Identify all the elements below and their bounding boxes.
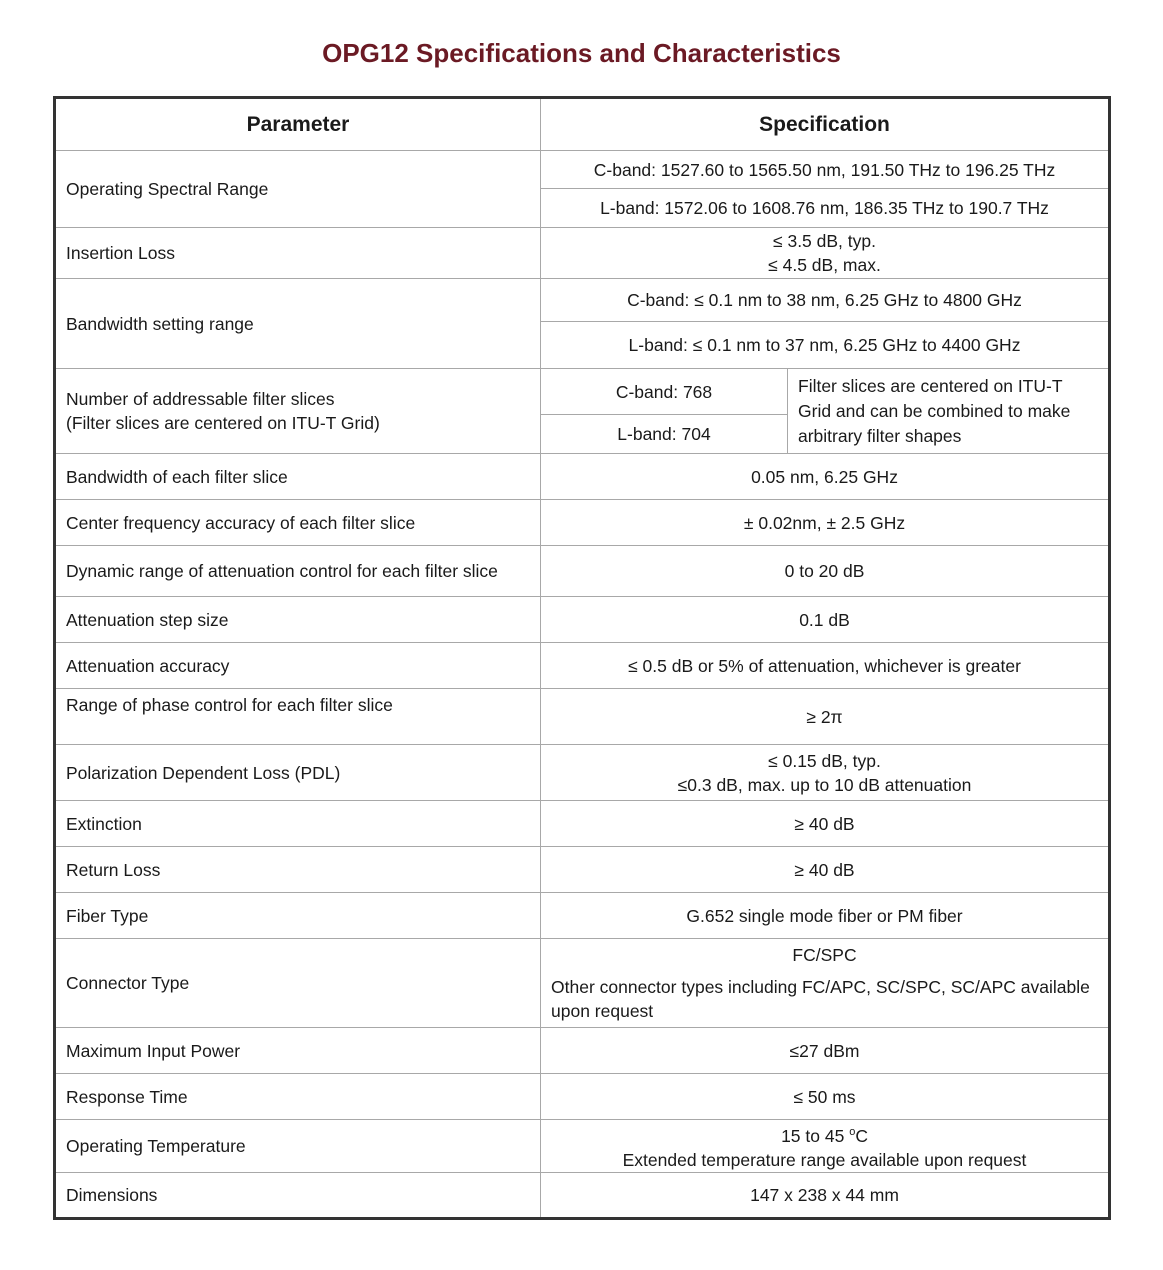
spec-cell: ≤ 0.15 dB, typ. ≤0.3 dB, max. up to 10 dB… bbox=[539, 744, 1111, 801]
table-row: Range of phase control for each filter s… bbox=[54, 688, 1111, 745]
param-cell: Operating Spectral Range bbox=[54, 150, 541, 228]
param-line: (Filter slices are centered on ITU-T Gri… bbox=[66, 413, 380, 433]
table-row: Operating Temperature 15 to 45 oC Extende… bbox=[54, 1119, 1111, 1173]
table-row: Operating Spectral Range C-band: 1527.60… bbox=[54, 150, 1111, 228]
degree-symbol: o bbox=[849, 1126, 856, 1138]
param-cell: Attenuation accuracy bbox=[54, 642, 541, 689]
spec-cell: L-band: 704 bbox=[540, 414, 788, 454]
spec-line: ≤ 0.15 dB, typ. bbox=[768, 750, 881, 771]
param-cell: Bandwidth setting range bbox=[54, 278, 541, 369]
param-cell: Extinction bbox=[54, 800, 541, 847]
table-row: Attenuation accuracy ≤ 0.5 dB or 5% of a… bbox=[54, 642, 1111, 689]
spec-cell: ≥ 2π bbox=[539, 688, 1111, 745]
header-row: Parameter Specification bbox=[54, 97, 1111, 151]
table-row: Dynamic range of attenuation control for… bbox=[54, 545, 1111, 597]
spec-cell: ≤27 dBm bbox=[539, 1027, 1111, 1074]
table-row: Number of addressable filter slices (Filt… bbox=[54, 368, 1111, 454]
param-cell: Response Time bbox=[54, 1073, 541, 1120]
param-line: Number of addressable filter slices bbox=[66, 389, 335, 409]
table-row: Polarization Dependent Loss (PDL) ≤ 0.15… bbox=[54, 744, 1111, 801]
table-row: Fiber Type G.652 single mode fiber or PM… bbox=[54, 892, 1111, 939]
spec-cell: C-band: ≤ 0.1 nm to 38 nm, 6.25 GHz to 4… bbox=[539, 278, 1111, 322]
spec-cell: ≤ 3.5 dB, typ. ≤ 4.5 dB, max. bbox=[539, 227, 1111, 279]
table-row: L-band: ≤ 0.1 nm to 37 nm, 6.25 GHz to 4… bbox=[55, 321, 1111, 369]
param-cell: Fiber Type bbox=[54, 892, 541, 939]
spec-cell: ≥ 40 dB bbox=[539, 800, 1111, 847]
spec-cell: C-band: 1527.60 to 1565.50 nm, 191.50 TH… bbox=[539, 150, 1111, 189]
spec-cell: FC/SPC Other connector types including FC… bbox=[539, 938, 1111, 1028]
param-cell: Number of addressable filter slices (Filt… bbox=[54, 368, 541, 454]
temp-range: 15 to 45 bbox=[781, 1125, 850, 1146]
spec-line: ≤ 3.5 dB, typ. bbox=[773, 231, 876, 251]
table-row: Insertion Loss ≤ 3.5 dB, typ. ≤ 4.5 dB, m… bbox=[54, 227, 1111, 279]
header-specification: Specification bbox=[539, 97, 1111, 151]
table-row: Center frequency accuracy of each filter… bbox=[54, 499, 1111, 546]
spec-cell: L-band: 1572.06 to 1608.76 nm, 186.35 TH… bbox=[539, 188, 1111, 228]
table-row: Return Loss ≥ 40 dB bbox=[54, 846, 1111, 893]
spec-cell: ≥ 40 dB bbox=[539, 846, 1111, 893]
param-cell: Range of phase control for each filter s… bbox=[54, 688, 541, 745]
spec-line: Extended temperature range available upo… bbox=[622, 1149, 1027, 1170]
spec-cell: 0.1 dB bbox=[539, 596, 1111, 643]
param-cell: Dimensions bbox=[54, 1171, 541, 1219]
spec-line: ≤ 4.5 dB, max. bbox=[768, 255, 881, 275]
page-title: OPG12 Specifications and Characteristics bbox=[322, 38, 841, 68]
spec-line: 15 to 45 oC bbox=[551, 1120, 1098, 1148]
table-row: Dimensions 147 x 238 x 44 mm bbox=[54, 1171, 1111, 1219]
param-cell: Connector Type bbox=[54, 938, 541, 1028]
param-cell: Bandwidth of each filter slice bbox=[54, 453, 541, 500]
temp-unit: C bbox=[855, 1125, 868, 1146]
spec-line: ≤0.3 dB, max. up to 10 dB attenuation bbox=[677, 774, 972, 795]
spec-cell: ≤ 0.5 dB or 5% of attenuation, whichever… bbox=[539, 642, 1111, 689]
spec-cell: C-band: 768 bbox=[540, 368, 788, 415]
spec-cell: G.652 single mode fiber or PM fiber bbox=[539, 892, 1111, 939]
param-cell: Dynamic range of attenuation control for… bbox=[54, 545, 541, 597]
spec-cell: 15 to 45 oC Extended temperature range av… bbox=[539, 1119, 1111, 1173]
table-row: Attenuation step size 0.1 dB bbox=[54, 596, 1111, 643]
table-row: Connector Type FC/SPC Other connector typ… bbox=[54, 938, 1111, 1028]
specifications-table: Parameter Specification Operating Spectr… bbox=[53, 96, 1112, 1220]
spec-cell: ≤ 50 ms bbox=[539, 1073, 1111, 1120]
spec-cell: 0 to 20 dB bbox=[539, 545, 1111, 597]
table-row: Bandwidth setting range C-band: ≤ 0.1 nm… bbox=[54, 278, 1111, 369]
param-cell: Return Loss bbox=[54, 846, 541, 893]
spec-line: FC/SPC bbox=[792, 945, 857, 965]
table-row: Response Time ≤ 50 ms bbox=[54, 1073, 1111, 1120]
spec-cell: ± 0.02nm, ± 2.5 GHz bbox=[539, 499, 1111, 546]
table-row: L-band: 1572.06 to 1608.76 nm, 186.35 TH… bbox=[55, 188, 1111, 228]
param-cell: Operating Temperature bbox=[54, 1119, 541, 1173]
table-row: Maximum Input Power ≤27 dBm bbox=[54, 1027, 1111, 1074]
param-cell: Center frequency accuracy of each filter… bbox=[54, 499, 541, 546]
table-row: Extinction ≥ 40 dB bbox=[54, 800, 1111, 847]
spec-note: Other connector types including FC/APC, … bbox=[551, 977, 1090, 1021]
param-cell: Insertion Loss bbox=[54, 227, 541, 279]
note-cell: Filter slices are centered on ITU-T Grid… bbox=[786, 368, 1111, 454]
spec-cell: 0.05 nm, 6.25 GHz bbox=[539, 453, 1111, 500]
param-cell: Maximum Input Power bbox=[54, 1027, 541, 1074]
param-cell: Polarization Dependent Loss (PDL) bbox=[54, 744, 541, 801]
param-cell: Attenuation step size bbox=[54, 596, 541, 643]
table-row: Bandwidth of each filter slice 0.05 nm, … bbox=[54, 453, 1111, 500]
header-parameter: Parameter bbox=[54, 97, 541, 151]
spec-cell: L-band: ≤ 0.1 nm to 37 nm, 6.25 GHz to 4… bbox=[539, 321, 1111, 369]
spec-cell: 147 x 238 x 44 mm bbox=[539, 1171, 1111, 1219]
